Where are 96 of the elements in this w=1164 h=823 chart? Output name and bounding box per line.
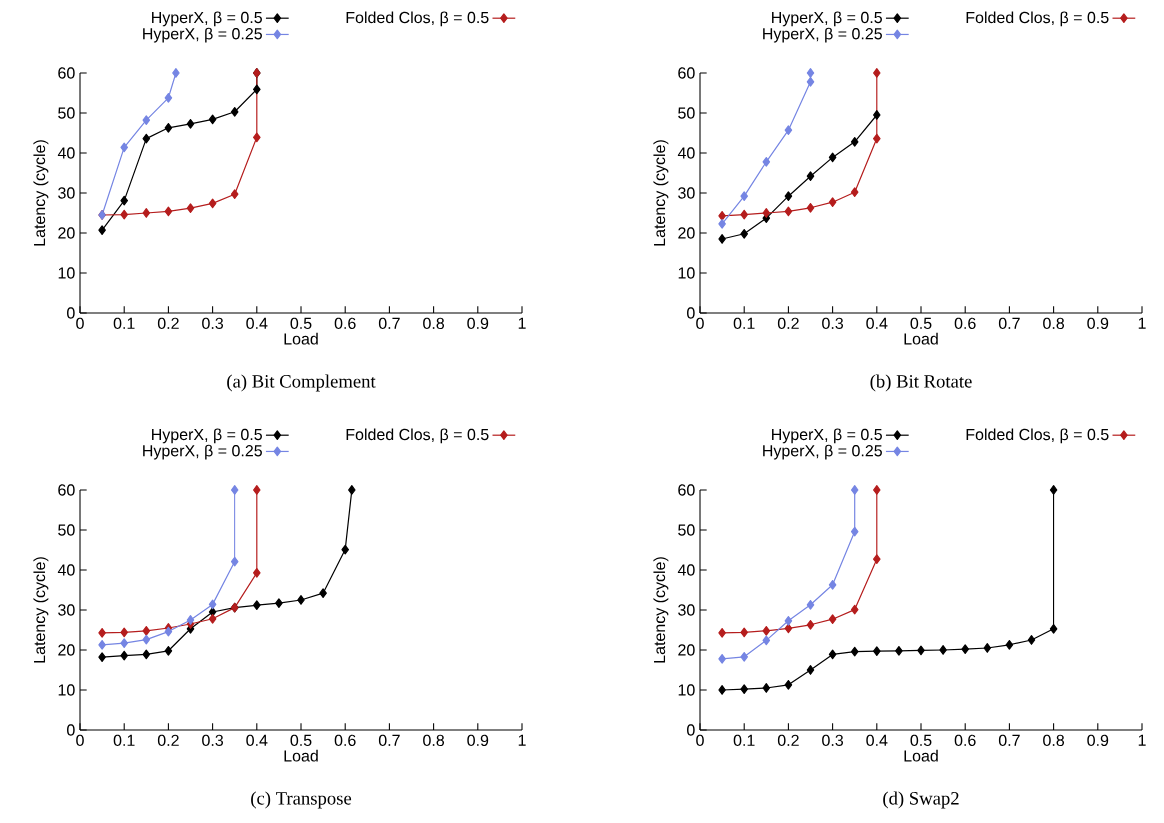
text: (c) Transpose xyxy=(251,791,352,809)
legend-label: Folded Clos, β = 0.5 xyxy=(346,428,489,444)
legend-label: Folded Clos, β = 0.5 xyxy=(966,11,1109,27)
legend-label: HyperX, β = 0.25 xyxy=(763,27,882,43)
x-tick-label: 1 xyxy=(1138,317,1146,329)
y-tick-label: 30 xyxy=(58,187,75,199)
x-tick-label: 0.3 xyxy=(822,317,844,330)
x-tick-label: 1 xyxy=(518,317,526,329)
y-tick-label: 50 xyxy=(58,107,75,119)
x-axis-title: Load xyxy=(284,749,318,762)
legend-label: Folded Clos, β = 0.5 xyxy=(966,428,1109,444)
x-tick-label: 0.8 xyxy=(1043,317,1065,330)
y-tick-label: 40 xyxy=(57,147,75,159)
x-tick-label: 0.2 xyxy=(777,317,799,330)
legend-label: HyperX, β = 0.25 xyxy=(763,444,882,460)
x-tick-label: 0.9 xyxy=(1087,734,1109,747)
legend-label: HyperX, β = 0.25 xyxy=(143,444,262,460)
legend-label: HyperX, β = 0.5 xyxy=(152,11,262,27)
y-tick-label: 20 xyxy=(678,227,695,239)
text: (a) Bit Complement xyxy=(227,374,376,392)
y-tick-label: 60 xyxy=(678,67,695,79)
x-axis-title: Load xyxy=(284,332,318,345)
x-tick-label: 0.3 xyxy=(202,734,224,747)
y-tick-label: 60 xyxy=(678,484,695,496)
x-tick-label: 0.2 xyxy=(157,317,179,330)
y-tick-label: 30 xyxy=(678,604,695,616)
y-tick-label: 10 xyxy=(678,684,695,696)
y-tick-label: 60 xyxy=(58,67,75,79)
y-tick-label: 10 xyxy=(58,684,75,696)
y-tick-label: 50 xyxy=(678,524,695,536)
y-tick-label: 20 xyxy=(58,644,75,656)
x-tick-label: 0.9 xyxy=(1087,317,1109,330)
legend-label: HyperX, β = 0.25 xyxy=(143,27,262,43)
x-tick-label: 0.1 xyxy=(733,317,755,330)
x-tick-label: 0.2 xyxy=(777,734,799,747)
x-tick-label: 0.5 xyxy=(910,317,932,330)
x-tick-label: 0.3 xyxy=(202,317,224,330)
y-tick-label: 30 xyxy=(678,187,695,199)
y-tick-label: 50 xyxy=(58,524,75,536)
x-tick-label: 0.8 xyxy=(1043,734,1065,747)
x-tick-label: 0.5 xyxy=(290,317,312,330)
x-tick-label: 1 xyxy=(518,734,526,746)
y-tick-label: 10 xyxy=(678,267,695,279)
y-tick-label: 0 xyxy=(687,307,695,319)
y-tick-label: 0 xyxy=(67,724,75,736)
x-tick-label: 0.6 xyxy=(334,317,356,330)
x-tick-label: 0.3 xyxy=(822,734,844,747)
x-tick-label: 0.6 xyxy=(334,734,356,747)
x-axis-title: Load xyxy=(904,749,938,762)
y-tick-label: 10 xyxy=(58,267,75,279)
y-tick-label: 0 xyxy=(687,724,695,736)
text: (d) Swap2 xyxy=(883,791,959,809)
y-axis-title: Latency (cycle) xyxy=(33,140,49,246)
x-tick-label: 0.8 xyxy=(423,317,445,330)
y-tick-label: 20 xyxy=(678,644,695,656)
y-axis-title: Latency (cycle) xyxy=(653,140,669,246)
x-tick-label: 0.4 xyxy=(246,734,268,747)
y-tick-label: 40 xyxy=(57,564,75,576)
x-tick-label: 0 xyxy=(76,317,84,330)
x-tick-label: 0.9 xyxy=(467,734,489,747)
x-tick-label: 0.7 xyxy=(998,734,1020,747)
x-tick-label: 0.4 xyxy=(866,317,888,330)
y-tick-label: 60 xyxy=(58,484,75,496)
x-tick-label: 0.1 xyxy=(113,734,135,747)
text: (b) Bit Rotate xyxy=(870,374,972,392)
x-tick-label: 0.7 xyxy=(998,317,1020,330)
legend-label: Folded Clos, β = 0.5 xyxy=(346,11,489,27)
y-tick-label: 50 xyxy=(678,107,695,119)
y-tick-label: 20 xyxy=(58,227,75,239)
x-tick-label: 0 xyxy=(696,317,704,330)
x-tick-label: 0.7 xyxy=(378,734,400,747)
y-tick-label: 40 xyxy=(677,147,695,159)
x-tick-label: 0.6 xyxy=(954,734,976,747)
x-tick-label: 1 xyxy=(1138,734,1146,746)
x-tick-label: 0 xyxy=(76,734,84,747)
x-tick-label: 0.5 xyxy=(910,734,932,747)
x-tick-label: 0.4 xyxy=(866,734,888,747)
y-tick-label: 40 xyxy=(677,564,695,576)
x-tick-label: 0 xyxy=(696,734,704,747)
y-tick-label: 0 xyxy=(67,307,75,319)
x-tick-label: 0.1 xyxy=(733,734,755,747)
x-axis-title: Load xyxy=(904,332,938,345)
x-tick-label: 0.8 xyxy=(423,734,445,747)
x-tick-label: 0.6 xyxy=(954,317,976,330)
y-axis-title: Latency (cycle) xyxy=(653,557,669,663)
x-tick-label: 0.4 xyxy=(246,317,268,330)
legend-label: HyperX, β = 0.5 xyxy=(152,428,262,444)
x-tick-label: 0.5 xyxy=(290,734,312,747)
x-tick-label: 0.1 xyxy=(113,317,135,330)
legend-label: HyperX, β = 0.5 xyxy=(772,11,882,27)
y-tick-label: 30 xyxy=(58,604,75,616)
x-tick-label: 0.2 xyxy=(157,734,179,747)
y-axis-title: Latency (cycle) xyxy=(33,557,49,663)
x-tick-label: 0.9 xyxy=(467,317,489,330)
legend-label: HyperX, β = 0.5 xyxy=(772,428,882,444)
x-tick-label: 0.7 xyxy=(378,317,400,330)
